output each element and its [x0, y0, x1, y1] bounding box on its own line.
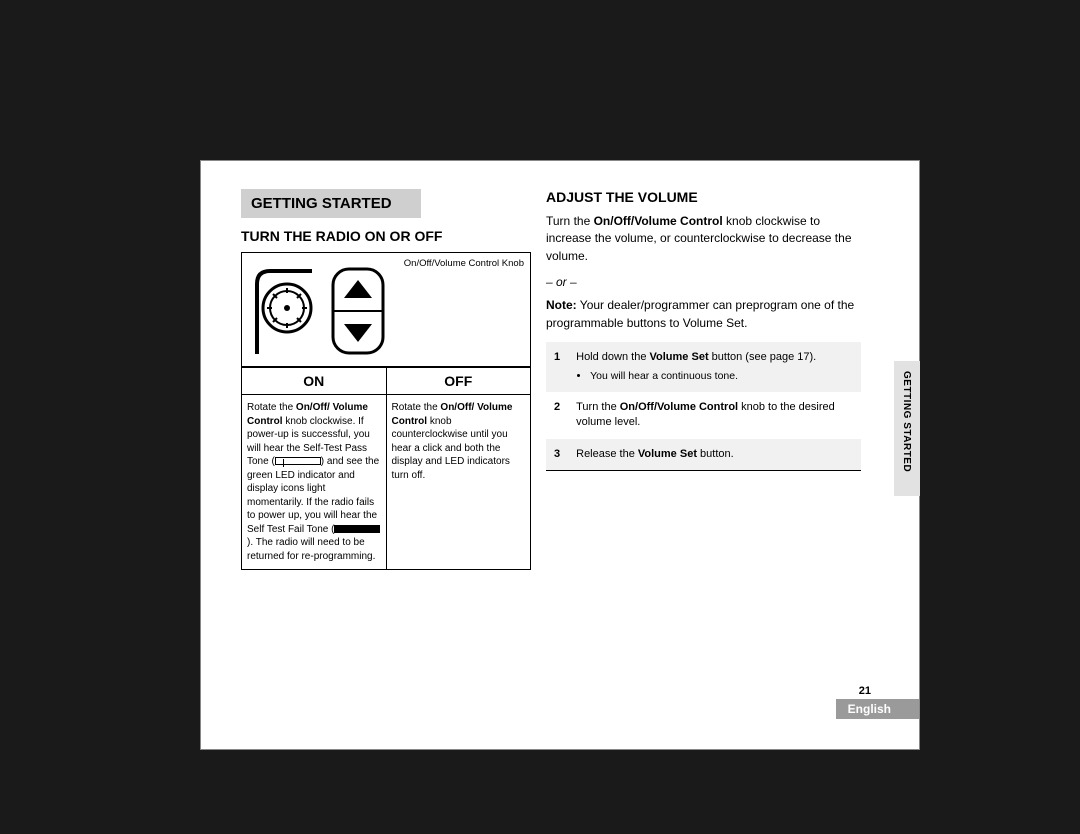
- right-column: ADJUST THE VOLUME Turn the On/Off/Volume…: [546, 189, 861, 471]
- step-row: 3 Release the Volume Set button.: [546, 439, 861, 470]
- step-row: 2 Turn the On/Off/Volume Control knob to…: [546, 392, 861, 439]
- turn-radio-heading: TURN THE RADIO ON OR OFF: [241, 228, 531, 244]
- control-knob-icon: [252, 266, 322, 356]
- off-cell: Rotate the On/Off/ Volume Control knob c…: [386, 395, 531, 570]
- pass-tone-icon: [275, 457, 321, 465]
- section-tab: GETTING STARTED: [241, 189, 421, 218]
- fail-tone-icon: [334, 525, 380, 533]
- volume-intro: Turn the On/Off/Volume Control knob cloc…: [546, 213, 861, 265]
- note-block: Note: Your dealer/programmer can preprog…: [546, 297, 861, 332]
- manual-page: GETTING STARTED TURN THE RADIO ON OR OFF…: [200, 160, 920, 750]
- adjust-volume-heading: ADJUST THE VOLUME: [546, 189, 861, 205]
- step-num: 1: [546, 342, 568, 392]
- up-down-buttons-icon: [330, 266, 390, 356]
- step-text: Release the Volume Set button.: [568, 439, 861, 470]
- steps-table: 1 Hold down the Volume Set button (see p…: [546, 342, 861, 471]
- step-num: 3: [546, 439, 568, 470]
- page-number: 21: [859, 685, 871, 697]
- step-num: 2: [546, 392, 568, 439]
- step-bullet: You will hear a continuous tone.: [590, 369, 853, 384]
- or-separator: – or –: [546, 275, 861, 289]
- step-text: Turn the On/Off/Volume Control knob to t…: [568, 392, 861, 439]
- step-text: Hold down the Volume Set button (see pag…: [568, 342, 861, 392]
- radio-diagram: On/Off/Volume Control Knob: [241, 252, 531, 367]
- on-off-table: ON OFF Rotate the On/Off/ Volume Control…: [241, 367, 531, 570]
- on-cell: Rotate the On/Off/ Volume Control knob c…: [242, 395, 387, 570]
- side-section-tab: GETTING STARTED: [894, 361, 920, 496]
- step-row: 1 Hold down the Volume Set button (see p…: [546, 342, 861, 392]
- language-tab: English: [836, 699, 919, 719]
- left-column: GETTING STARTED TURN THE RADIO ON OR OFF…: [241, 189, 531, 570]
- on-header: ON: [242, 368, 387, 395]
- knob-label: On/Off/Volume Control Knob: [404, 259, 524, 270]
- side-tab-label: GETTING STARTED: [901, 371, 912, 472]
- off-header: OFF: [386, 368, 531, 395]
